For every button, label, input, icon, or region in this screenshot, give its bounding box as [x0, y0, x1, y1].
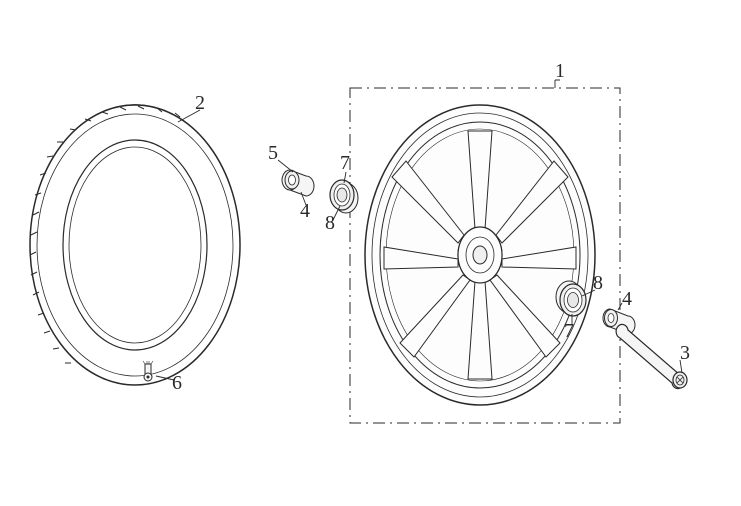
callout-8-right: 8	[593, 272, 603, 295]
technical-drawing-svg	[0, 0, 741, 506]
callout-5: 5	[268, 142, 278, 165]
callout-1: 1	[555, 60, 565, 83]
tire-part	[30, 104, 240, 385]
callout-3: 3	[680, 342, 690, 365]
callout-4-left: 4	[300, 200, 310, 223]
axle-shaft-part	[616, 324, 687, 388]
exploded-view-diagram: 1 2 3 4 4 5 6 7 7 8 8	[0, 0, 741, 506]
callout-7-right: 7	[564, 320, 574, 343]
callout-4-right: 4	[622, 288, 632, 311]
spacer-left-part	[282, 170, 314, 196]
callout-7-left: 7	[340, 152, 350, 175]
valve-stem-part	[143, 361, 153, 381]
callout-8-left: 8	[325, 212, 335, 235]
wheel-rim-part	[365, 105, 595, 405]
callout-2: 2	[195, 92, 205, 115]
bearing-left-part	[330, 180, 358, 213]
callout-6: 6	[172, 372, 182, 395]
